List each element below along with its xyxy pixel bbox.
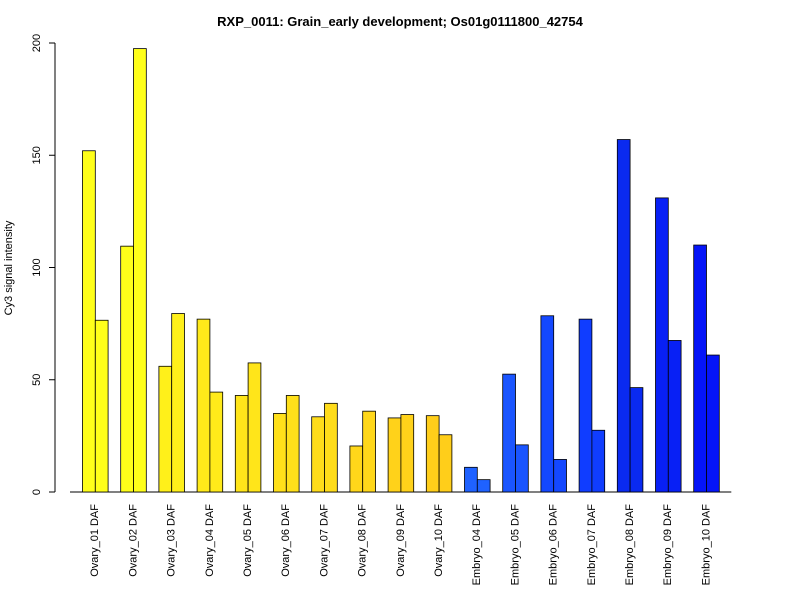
x-category-label: Embryo_04 DAF (471, 504, 483, 586)
x-category-label: Ovary_10 DAF (433, 504, 445, 577)
bar-ovary-02-daf-1 (120, 245, 134, 493)
x-category-label: Ovary_03 DAF (166, 504, 178, 577)
bar-embryo-06-daf-1 (540, 315, 555, 493)
bar-embryo-09-daf-2 (667, 340, 682, 493)
bar-embryo-06-daf-2 (553, 459, 567, 493)
x-category-label: Embryo_06 DAF (548, 504, 560, 586)
bar-ovary-09-daf-2 (400, 414, 415, 493)
bar-embryo-05-daf-2 (515, 444, 529, 493)
bar-ovary-04-daf-1 (196, 318, 211, 493)
y-axis-label: Cy3 signal intensity (3, 220, 15, 315)
bar-ovary-08-daf-1 (349, 445, 364, 493)
x-category-label: Ovary_01 DAF (89, 504, 101, 577)
y-tick-label: 200 (31, 34, 43, 52)
x-category-label: Embryo_10 DAF (700, 504, 712, 586)
bar-ovary-10-daf-1 (425, 415, 440, 493)
y-axis: 0 50 100 150 200 (31, 34, 56, 495)
x-category-label: Ovary_02 DAF (127, 504, 139, 577)
x-category-label: Ovary_08 DAF (357, 504, 369, 577)
x-category-label: Ovary_04 DAF (204, 504, 216, 577)
x-category-label: Ovary_09 DAF (395, 504, 407, 577)
bar-ovary-03-daf-1 (158, 365, 173, 493)
bar-ovary-04-daf-2 (209, 391, 224, 493)
bar-embryo-10-daf-1 (693, 244, 707, 493)
bar-ovary-07-daf-1 (311, 416, 325, 493)
y-tick-label: 50 (31, 374, 43, 386)
bar-ovary-05-daf-1 (234, 395, 249, 493)
x-category-label: Ovary_07 DAF (318, 504, 330, 577)
bar-ovary-03-daf-2 (171, 313, 185, 493)
y-tick-label: 150 (31, 146, 43, 164)
x-category-label: Embryo_09 DAF (662, 504, 674, 586)
bar-ovary-06-daf-2 (285, 395, 300, 493)
x-category-label: Embryo_05 DAF (509, 504, 521, 586)
bar-embryo-04-daf-1 (464, 466, 478, 493)
y-tick-label: 0 (31, 489, 43, 495)
bar-ovary-01-daf-2 (94, 319, 109, 493)
x-category-label: Ovary_05 DAF (242, 504, 254, 577)
x-category-label: Embryo_07 DAF (586, 504, 598, 586)
y-tick-label: 100 (31, 258, 43, 276)
bar-embryo-05-daf-1 (502, 373, 516, 493)
bar-embryo-08-daf-2 (629, 387, 644, 493)
bar-embryo-07-daf-1 (578, 318, 593, 493)
bar-ovary-01-daf-1 (82, 150, 96, 493)
category-labels: Ovary_01 DAF Ovary_02 DAF Ovary_03 DAF Ovar… (89, 504, 712, 586)
x-category-label: Ovary_06 DAF (280, 504, 292, 577)
bar-ovary-07-daf-2 (324, 402, 338, 493)
bar-ovary-02-daf-2 (133, 48, 147, 493)
bar-ovary-09-daf-1 (387, 417, 402, 493)
x-category-label: Embryo_08 DAF (624, 504, 636, 586)
bar-ovary-06-daf-1 (273, 413, 287, 493)
bar-embryo-07-daf-2 (591, 429, 606, 493)
bar-ovary-08-daf-2 (362, 410, 376, 493)
bar-ovary-05-daf-2 (247, 362, 262, 493)
bar-embryo-04-daf-2 (476, 479, 491, 493)
bar-embryo-10-daf-2 (706, 354, 720, 493)
bar-embryo-09-daf-1 (655, 197, 669, 493)
chart-title: RXP_0011: Grain_early development; Os01g… (217, 14, 583, 29)
bars (82, 48, 720, 493)
bar-embryo-08-daf-1 (616, 139, 631, 493)
bar-ovary-10-daf-2 (438, 434, 453, 493)
